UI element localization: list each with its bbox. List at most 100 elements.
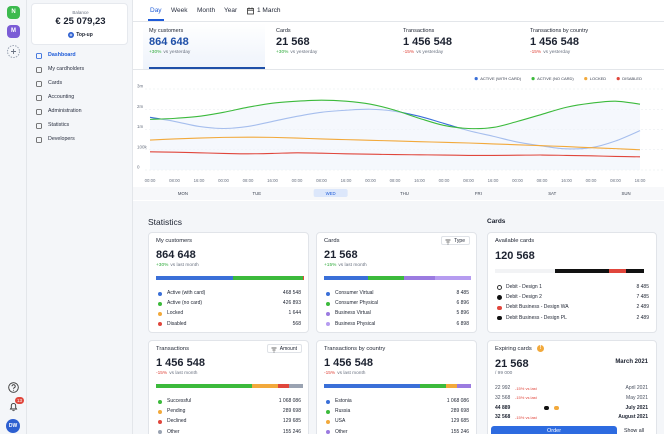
item-value: 289 698: [282, 408, 301, 415]
menu-item[interactable]: Cards: [31, 79, 129, 89]
kpi-change: +30% vs yesterday: [149, 50, 190, 55]
row-month: May 2021: [626, 394, 648, 401]
period-tab[interactable]: Year: [224, 7, 238, 14]
add-workspace[interactable]: [7, 45, 20, 58]
show-all-link[interactable]: Show all: [624, 428, 645, 434]
item-name: Business Virtual: [335, 310, 371, 317]
kpi-selected-bar: [149, 67, 265, 69]
kpi[interactable]: Cards 21 568 +30% vs yesterday: [270, 23, 392, 69]
date-picker[interactable]: 1 March: [257, 7, 281, 14]
item-dot: [158, 419, 162, 424]
item-dot: [158, 409, 162, 414]
day-label: THU: [400, 191, 409, 196]
x-tick-label: 00:00: [218, 178, 229, 183]
kpi-change-note: vs yesterday: [290, 50, 318, 55]
item-value: 8 485: [456, 290, 469, 296]
legend-label: LOCKED: [590, 76, 607, 81]
card-title: Transactions by country: [324, 346, 386, 352]
series-line: [149, 99, 641, 130]
card: Cards Type 21 568 +15% vs last month Consumer…: [316, 232, 477, 333]
menu-label: Dashboard: [48, 52, 76, 58]
day-label: TUE: [252, 191, 261, 196]
menu-item[interactable]: Accounting: [31, 93, 129, 103]
item-dot: [326, 399, 330, 404]
menu-item[interactable]: Administration: [31, 107, 129, 117]
period-tab[interactable]: Month: [197, 7, 216, 14]
x-tick-label: 16:00: [194, 178, 205, 183]
top-up-button[interactable]: Top-up: [32, 31, 129, 40]
notifications-icon[interactable]: [8, 401, 19, 412]
workspace-icon[interactable]: M: [7, 25, 20, 38]
item-name: Debit - Design 2: [506, 294, 542, 301]
x-tick-label: 00:00: [292, 178, 303, 183]
card-change-value: -15%: [156, 371, 168, 376]
notification-badge: 13: [15, 397, 24, 404]
order-button[interactable]: Order: [491, 426, 617, 434]
kpi-label: Cards: [276, 28, 291, 34]
card-change: -15% vs last month: [324, 371, 365, 376]
active-day: [313, 189, 348, 197]
item-name: USA: [335, 418, 346, 425]
kpi-value: 21 568: [276, 36, 310, 48]
menu-label: Administration: [48, 108, 82, 114]
workspace-icon[interactable]: N: [7, 6, 20, 19]
bar-segment: [324, 384, 420, 388]
item-name: Debit - Design 1: [506, 284, 542, 290]
card-change-value: +30%: [156, 263, 169, 268]
item-value: 7 485: [636, 294, 649, 301]
balance-amount: € 25 079,23: [55, 16, 106, 27]
menu-item[interactable]: Developers: [31, 135, 129, 145]
x-tick-label: 16:00: [267, 178, 278, 183]
row-amount: 44 889: [495, 404, 511, 411]
item-value: 2 489: [636, 314, 649, 321]
x-tick-label: 00:00: [145, 178, 156, 183]
legend-label: ACTIVE (WITH CARD): [480, 76, 522, 81]
menu-item[interactable]: Dashboard: [31, 51, 129, 61]
kpi[interactable]: Transactions 1 456 548 -15% vs yesterday: [397, 23, 519, 69]
x-tick-label: 08:00: [316, 178, 327, 183]
kpi-change-value: -15%: [530, 50, 542, 55]
card-value: 21 568: [495, 358, 529, 370]
sidebar: Balance € 25 079,23 Top-up Dashboard My card…: [27, 0, 133, 434]
item-value: 426 893: [282, 300, 301, 307]
card-title: Transactions: [156, 346, 189, 352]
menu-label: Accounting: [48, 94, 75, 100]
item-name: Business Physical: [335, 320, 376, 327]
menu-item[interactable]: My cardholders: [31, 65, 129, 75]
menu-item[interactable]: Statistics: [31, 121, 129, 131]
bar-segment: [324, 276, 369, 280]
x-tick-label: 08:00: [243, 178, 254, 183]
period-tab[interactable]: Day: [150, 7, 162, 14]
item-value: 5 896: [456, 310, 469, 317]
kpi[interactable]: My customers 864 648 +30% vs yesterday: [143, 23, 265, 69]
item-name: Consumer Virtual: [335, 290, 374, 296]
user-avatar[interactable]: DW: [6, 419, 20, 433]
item-name: Other: [335, 428, 348, 434]
workspace-rail: N M 13 DW: [0, 0, 27, 434]
kpi-value: 864 648: [149, 36, 189, 48]
row-dot: [554, 405, 559, 411]
item-name: Disabled: [167, 320, 187, 327]
item-value: 1 068 086: [278, 398, 301, 404]
item-dot: [326, 311, 330, 316]
bar-segment: [419, 384, 446, 388]
period-tab[interactable]: Week: [171, 7, 188, 14]
item-dot: [497, 315, 502, 321]
item-value: 568: [292, 320, 301, 327]
card-filter-label: Type: [454, 238, 465, 244]
card-filter-button[interactable]: Amount: [266, 344, 302, 353]
main-top: Day Week Month Year 1 March My customers 864 6…: [133, 0, 664, 201]
card-filter-button[interactable]: Type: [441, 236, 470, 245]
day-strip: [133, 187, 664, 200]
kpi-label: Transactions by country: [530, 28, 589, 34]
day-label: WED: [326, 191, 336, 196]
help-icon[interactable]: [8, 382, 19, 393]
item-dot: [326, 409, 330, 414]
row-month: April 2021: [625, 385, 648, 391]
legend-label: ACTIVE (NO CARD): [537, 76, 574, 81]
bar-segment: [289, 384, 303, 388]
bar-segment: [232, 276, 303, 280]
card-change: +30% vs last month: [156, 263, 199, 268]
kpi[interactable]: Transactions by country 1 456 548 -15% vs y…: [524, 23, 646, 69]
card-change-note: vs last month: [169, 371, 198, 376]
